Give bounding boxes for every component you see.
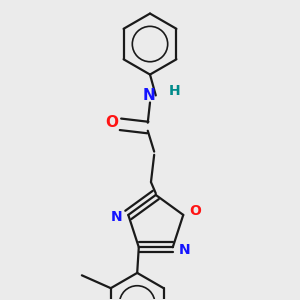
Text: O: O bbox=[105, 115, 118, 130]
Text: H: H bbox=[169, 84, 181, 98]
Text: N: N bbox=[179, 243, 191, 257]
Text: O: O bbox=[190, 204, 201, 218]
Text: N: N bbox=[142, 88, 155, 103]
Text: N: N bbox=[110, 211, 122, 224]
